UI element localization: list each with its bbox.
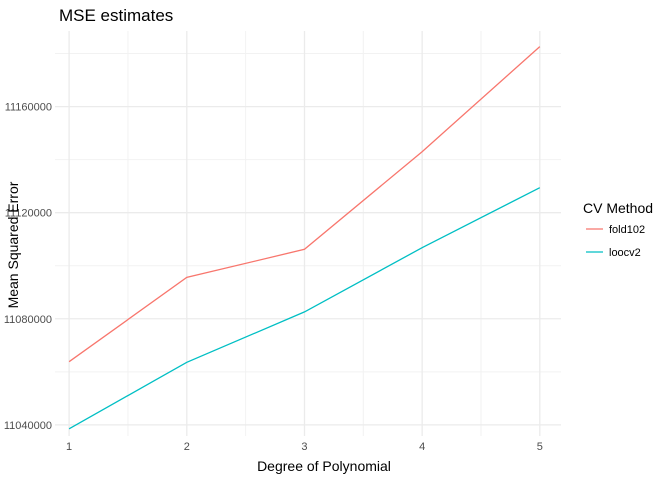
series-line-fold102 <box>68 46 541 363</box>
minor-gridlines <box>55 31 561 436</box>
y-tick-label: 11160000 <box>5 102 52 114</box>
legend-items: fold102 loocv2 <box>586 224 645 259</box>
chart-title: MSE estimates <box>59 6 173 25</box>
x-axis-title: Degree of Polynomial <box>257 458 391 474</box>
y-tick-label: 11040000 <box>4 420 52 432</box>
x-tick-label: 4 <box>419 441 425 453</box>
legend: CV Method fold102 loocv2 <box>583 200 653 259</box>
major-gridlines <box>55 31 561 436</box>
legend-label-fold102: fold102 <box>609 224 645 236</box>
x-tick-label: 5 <box>537 441 543 453</box>
y-axis-title: Mean Squared Error <box>5 181 21 308</box>
y-tick-labels: 11040000 11080000 11120000 11160000 <box>4 102 52 432</box>
x-tick-label: 3 <box>301 441 307 453</box>
x-tick-label: 2 <box>184 441 190 453</box>
series-lines <box>68 46 541 430</box>
series-line-loocv2 <box>68 187 541 430</box>
x-tick-labels: 1 2 3 4 5 <box>66 441 543 453</box>
legend-title: CV Method <box>583 200 653 216</box>
y-tick-label: 11080000 <box>4 314 52 326</box>
x-tick-label: 1 <box>66 441 72 453</box>
y-tick-label: 11120000 <box>5 208 52 220</box>
legend-label-loocv2: loocv2 <box>609 247 641 259</box>
